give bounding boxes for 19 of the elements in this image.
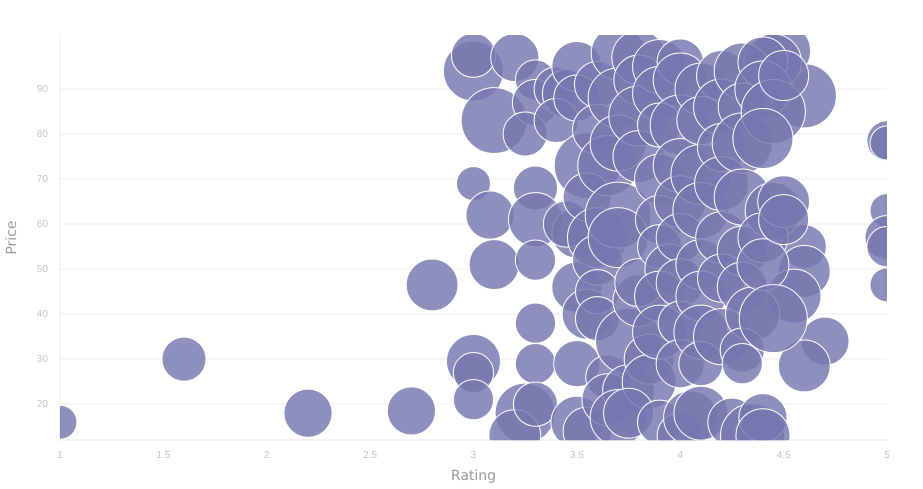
x-tick-label: 2 bbox=[264, 450, 270, 461]
y-tick-label: 60 bbox=[36, 218, 48, 230]
y-tick-label: 50 bbox=[36, 264, 48, 275]
x-tick-label: 2.5 bbox=[363, 450, 378, 461]
y-tick-label: 20 bbox=[36, 398, 48, 410]
y-tick-label: 90 bbox=[36, 84, 48, 95]
x-axis-title: Rating bbox=[450, 468, 496, 484]
x-tick-label: 5 bbox=[884, 450, 890, 461]
x-tick-label: 3 bbox=[470, 450, 477, 461]
y-tick-label: 40 bbox=[36, 308, 48, 320]
x-tick-label: 1 bbox=[57, 450, 64, 461]
x-tick-label: 4 bbox=[677, 450, 684, 461]
y-tick-label: 80 bbox=[36, 128, 48, 140]
x-tick-label: 1.5 bbox=[156, 450, 171, 461]
y-tick-label: 30 bbox=[36, 354, 48, 365]
y-axis-title: Price bbox=[4, 220, 20, 255]
x-tick-label: 3.5 bbox=[570, 450, 584, 461]
x-tick-label: 4.5 bbox=[776, 450, 791, 461]
y-tick-label: 70 bbox=[36, 174, 48, 185]
